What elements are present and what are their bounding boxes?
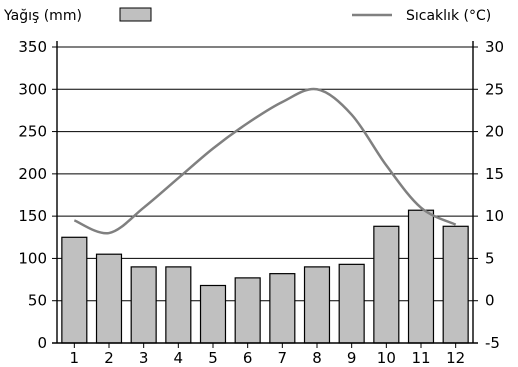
x-tick-label: 2 <box>104 349 114 367</box>
gridlines <box>57 46 473 302</box>
left-tick-label: 300 <box>18 80 47 98</box>
x-tick-label: 12 <box>446 349 465 367</box>
bar-series <box>61 209 469 344</box>
bar <box>234 277 261 344</box>
x-tick-label: 4 <box>174 349 184 367</box>
bar <box>303 266 331 344</box>
left-tick-label: 50 <box>28 292 47 310</box>
bar <box>442 225 469 344</box>
left-tick-label: 250 <box>18 123 47 141</box>
bar <box>269 273 296 344</box>
bar <box>61 236 88 344</box>
right-tick-label: 5 <box>485 249 495 267</box>
x-tick-label: 7 <box>278 349 288 367</box>
right-tick-label: 20 <box>485 123 504 141</box>
line-series <box>73 87 457 235</box>
x-tick-label: 6 <box>243 349 253 367</box>
temperature-line <box>73 87 457 235</box>
x-tick-label: 9 <box>347 349 357 367</box>
bar <box>165 266 192 344</box>
bar <box>338 263 365 344</box>
legend-bar-swatch <box>119 7 152 22</box>
x-tick-label: 8 <box>312 349 322 367</box>
left-tick-label: 100 <box>18 249 47 267</box>
legend-bar-label: Yağış (mm) <box>3 8 82 24</box>
left-tick-label: 150 <box>18 207 47 225</box>
right-tick-label: 25 <box>485 80 504 98</box>
left-tick-label: 350 <box>18 38 47 56</box>
bar <box>407 209 435 344</box>
x-tick-label: 5 <box>208 349 218 367</box>
axes <box>52 41 478 348</box>
right-tick-label: 30 <box>485 38 504 56</box>
right-tick-label: -5 <box>485 334 500 352</box>
x-tick-label: 10 <box>377 349 396 367</box>
x-tick-label: 1 <box>70 349 80 367</box>
bar <box>130 266 157 344</box>
right-tick-label: 10 <box>485 207 504 225</box>
bar <box>95 253 123 344</box>
legend-line-label: Sıcaklık (°C) <box>406 8 491 24</box>
right-tick-label: 0 <box>485 292 495 310</box>
left-tick-label: 0 <box>37 334 47 352</box>
x-tick-label: 3 <box>139 349 149 367</box>
left-tick-label: 200 <box>18 165 47 183</box>
x-tick-label: 11 <box>411 349 430 367</box>
bar <box>373 225 400 344</box>
legend: Yağış (mm) Sıcaklık (°C) <box>3 7 491 24</box>
bar <box>199 284 227 344</box>
right-tick-label: 15 <box>485 165 504 183</box>
